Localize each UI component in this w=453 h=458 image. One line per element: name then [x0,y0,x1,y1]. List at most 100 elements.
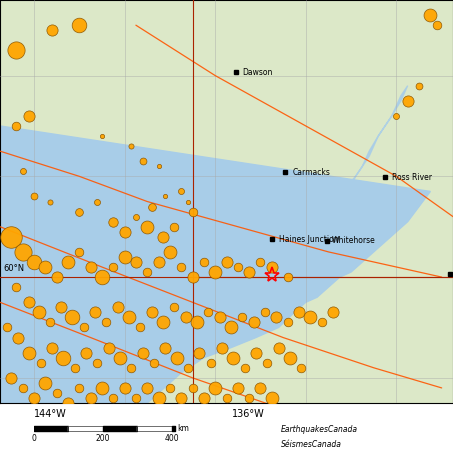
Point [30,394,38,402]
Point [171,223,178,230]
Point [98,132,106,140]
Text: Dawson: Dawson [242,67,273,76]
Text: 200: 200 [96,434,110,442]
Point [284,319,291,326]
Polygon shape [0,126,430,403]
Point [275,344,282,351]
Point [103,319,110,326]
Point [218,344,226,351]
Point [94,198,101,205]
Point [393,112,400,120]
Point [110,218,117,225]
Point [8,233,15,240]
Point [286,354,294,361]
Point [184,198,192,205]
Point [295,309,303,316]
Point [148,309,155,316]
Point [415,82,423,89]
Text: km: km [177,424,189,433]
Point [246,268,253,276]
Point [155,163,162,170]
Point [284,273,291,281]
Point [307,314,314,321]
Point [223,394,230,402]
Point [26,299,33,306]
Point [200,394,207,402]
Point [268,394,275,402]
Point [12,47,19,54]
Point [404,97,411,104]
Text: Carmacks: Carmacks [292,168,330,177]
Point [193,319,201,326]
Point [189,208,196,215]
Point [53,273,60,281]
Point [87,394,94,402]
Point [434,22,441,29]
Point [42,263,49,271]
Text: 136°W: 136°W [232,409,265,420]
Point [30,193,38,200]
Point [19,384,26,392]
Point [162,193,169,200]
Text: SéismesCanada: SéismesCanada [281,440,342,449]
Point [241,364,248,371]
Point [212,384,219,392]
Point [139,349,146,356]
Point [234,384,241,392]
Point [42,379,49,387]
Point [26,112,33,120]
Point [121,253,128,261]
Point [139,158,146,165]
Text: Whitehorse: Whitehorse [332,236,376,245]
Point [264,359,271,366]
Point [14,334,22,341]
Point [261,309,269,316]
Point [8,374,15,382]
Point [71,364,78,371]
Point [216,314,223,321]
Point [230,354,237,361]
Point [178,394,185,402]
Point [80,324,87,331]
Point [125,314,133,321]
Point [132,258,140,266]
Point [148,203,155,210]
Point [159,319,167,326]
Point [144,268,151,276]
Text: Ross River: Ross River [392,173,432,182]
Point [53,389,60,397]
Point [121,228,128,235]
Point [268,263,275,271]
Point [46,198,53,205]
Point [82,349,90,356]
Point [159,233,167,240]
Point [173,354,180,361]
Point [189,273,196,281]
Point [298,364,305,371]
Point [144,223,151,230]
Point [105,344,112,351]
Point [114,304,121,311]
Point [200,258,207,266]
Point [155,394,162,402]
Point [182,314,189,321]
Point [46,319,53,326]
Point [26,349,33,356]
Point [137,324,144,331]
Point [19,168,26,175]
Point [98,384,106,392]
Point [257,384,264,392]
Point [12,284,19,291]
Point [427,11,434,19]
Point [37,359,44,366]
Text: 0: 0 [32,434,36,442]
Point [155,258,162,266]
Point [19,248,26,256]
Point [144,384,151,392]
Text: 144°W: 144°W [34,409,67,420]
Point [171,304,178,311]
Point [69,314,76,321]
Text: Haines Junction: Haines Junction [279,235,338,244]
Point [257,258,264,266]
Point [329,309,337,316]
